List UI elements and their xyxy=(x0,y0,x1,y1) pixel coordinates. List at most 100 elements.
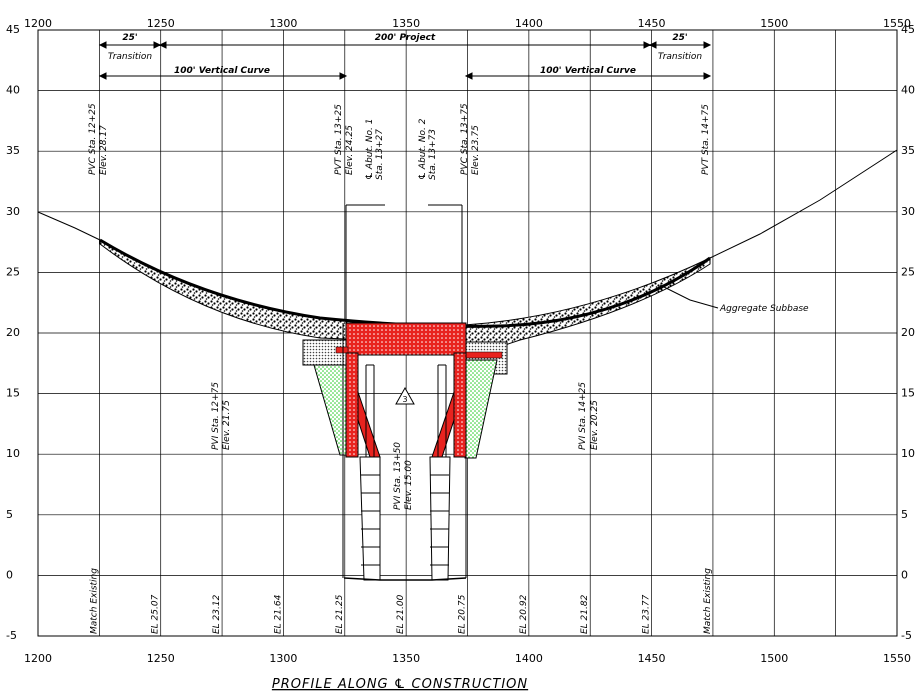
station-labels-top: 1200 1250 1300 1350 1400 1450 1500 1550 xyxy=(24,17,911,30)
station-label-top: 1450 xyxy=(638,17,666,30)
elevation-label-right: 15 xyxy=(901,387,915,400)
label-abut2-sta: Sta. 13+73 xyxy=(428,129,438,180)
elevation-label-left: 40 xyxy=(6,84,20,97)
abutment-wall-left xyxy=(345,352,359,458)
elevation-labels-right: 45 40 35 30 25 20 15 10 5 0 -5 xyxy=(901,23,915,642)
elevation-label-left: 10 xyxy=(6,447,20,460)
dim-transition-right-label: Transition xyxy=(658,52,702,62)
elevation-label-right: -5 xyxy=(901,629,912,642)
pvi-triangle-icon xyxy=(395,386,415,405)
channel-bottom xyxy=(343,577,467,581)
elevation-label-right: 40 xyxy=(901,84,915,97)
label-pvi3: PVI Sta. 14+25 xyxy=(578,382,588,450)
label-pvi2-elev: Elev. 15.00 xyxy=(404,460,414,510)
label-pvi1-elev: Elev. 21.75 xyxy=(222,400,232,450)
elevation-labels-left: 45 40 35 30 25 20 15 10 5 0 -5 xyxy=(6,23,20,642)
elevation-label-right: 5 xyxy=(901,508,908,521)
station-label-top: 1500 xyxy=(760,17,788,30)
aggregate-leader xyxy=(659,284,719,309)
elevation-label-left: 0 xyxy=(6,568,13,581)
station-label-bottom: 1550 xyxy=(883,652,911,665)
abutment-brace-right xyxy=(431,391,455,458)
label-pvc1-elev: Elev. 28.17 xyxy=(99,125,109,175)
bottom-elevation-label: Match Existing xyxy=(703,568,713,634)
bottom-elevation-label: EL 21.25 xyxy=(335,594,345,634)
deck-ledge-right xyxy=(465,351,503,359)
fill-right xyxy=(464,359,498,459)
elevation-label-right: 10 xyxy=(901,447,915,460)
station-label-top: 1550 xyxy=(883,17,911,30)
elevation-label-right: 30 xyxy=(901,205,915,218)
station-label-bottom: 1400 xyxy=(515,652,543,665)
elevation-label-left: 25 xyxy=(6,265,20,278)
bottom-elevation-label: EL 20.75 xyxy=(458,594,468,634)
bottom-elevation-label: EL 25.07 xyxy=(151,594,161,634)
label-pvc2: PVC Sta. 13+75 xyxy=(460,103,470,175)
aggregate-label: Aggregate Subbase xyxy=(719,304,809,314)
pile-bands xyxy=(361,474,449,566)
dim-transition-left-label: Transition xyxy=(108,52,152,62)
drawing-title: PROFILE ALONG ℄ CONSTRUCTION xyxy=(272,677,528,692)
station-label-top: 1200 xyxy=(24,17,52,30)
station-label-bottom: 1250 xyxy=(147,652,175,665)
bottom-elevation-label: EL 20.92 xyxy=(519,594,529,634)
elevation-label-left: 20 xyxy=(6,326,20,339)
deck-ledge-left xyxy=(335,346,349,354)
grid xyxy=(37,29,898,637)
pvi-marker-number: 3 xyxy=(402,395,407,404)
bottom-elevation-label: EL 21.00 xyxy=(396,594,406,634)
elevation-label-right: 35 xyxy=(901,144,915,157)
dim-vc-left: 100' Vertical Curve xyxy=(174,66,270,76)
station-label-bottom: 1500 xyxy=(760,652,788,665)
bottom-elevation-label: EL 23.77 xyxy=(642,594,652,634)
station-label-bottom: 1350 xyxy=(392,652,420,665)
bridge-deck xyxy=(345,322,467,356)
station-label-top: 1400 xyxy=(515,17,543,30)
label-pvt1: PVT Sta. 13+25 xyxy=(334,104,344,175)
label-pvt2: PVT Sta. 14+75 xyxy=(701,104,711,175)
elevation-label-left: -5 xyxy=(6,629,17,642)
dim-transition-left-len: 25' xyxy=(122,33,137,43)
elevation-label-left: 35 xyxy=(6,144,20,157)
label-abut2: ℄ Abut. No. 2 xyxy=(418,118,428,180)
station-label-top: 1300 xyxy=(269,17,297,30)
bottom-elevation-labels: Match Existing EL 25.07 EL 23.12 EL 21.64 EL… xyxy=(89,568,713,634)
label-pvi2: PVI Sta. 13+50 xyxy=(393,442,403,510)
bottom-elevation-label: EL 21.64 xyxy=(273,594,283,634)
road-surface xyxy=(99,238,711,328)
bottom-elevation-label: Match Existing xyxy=(89,568,99,634)
elevation-label-left: 5 xyxy=(6,508,13,521)
station-label-bottom: 1450 xyxy=(638,652,666,665)
label-abut1-sta: Sta. 13+27 xyxy=(375,129,385,180)
elevation-label-right: 0 xyxy=(901,568,908,581)
elevation-label-right: 25 xyxy=(901,265,915,278)
dim-transition-right-len: 25' xyxy=(672,33,687,43)
station-label-top: 1350 xyxy=(392,17,420,30)
fill-left xyxy=(313,364,351,456)
abutment-leaders xyxy=(342,204,467,578)
dimension-lines xyxy=(98,41,712,80)
label-pvi1: PVI Sta. 12+75 xyxy=(211,382,221,450)
dim-project: 200' Project xyxy=(375,33,436,43)
elevation-label-left: 30 xyxy=(6,205,20,218)
bottom-elevation-label: EL 23.12 xyxy=(212,594,222,634)
label-abut1: ℄ Abut. No. 1 xyxy=(365,119,375,180)
label-pvi3-elev: Elev. 20.25 xyxy=(590,400,600,450)
abutment-wall-right xyxy=(453,352,467,458)
elevation-label-right: 20 xyxy=(901,326,915,339)
existing-ground-line xyxy=(37,149,898,259)
elevation-label-left: 45 xyxy=(6,23,20,36)
label-pvc2-elev: Elev. 23.75 xyxy=(471,125,481,175)
abutment-brace-left xyxy=(357,391,381,458)
stem-lines xyxy=(365,364,447,457)
dim-vc-right: 100' Vertical Curve xyxy=(540,66,636,76)
vertical-annotations: PVC Sta. 12+25 Elev. 28.17 PVT Sta. 13+2… xyxy=(88,103,711,510)
elevation-label-right: 45 xyxy=(901,23,915,36)
station-label-top: 1250 xyxy=(147,17,175,30)
bottom-elevation-label: EL 21.82 xyxy=(580,594,590,634)
station-label-bottom: 1300 xyxy=(269,652,297,665)
pile-right xyxy=(429,456,451,581)
elevation-label-left: 15 xyxy=(6,387,20,400)
station-label-bottom: 1200 xyxy=(24,652,52,665)
